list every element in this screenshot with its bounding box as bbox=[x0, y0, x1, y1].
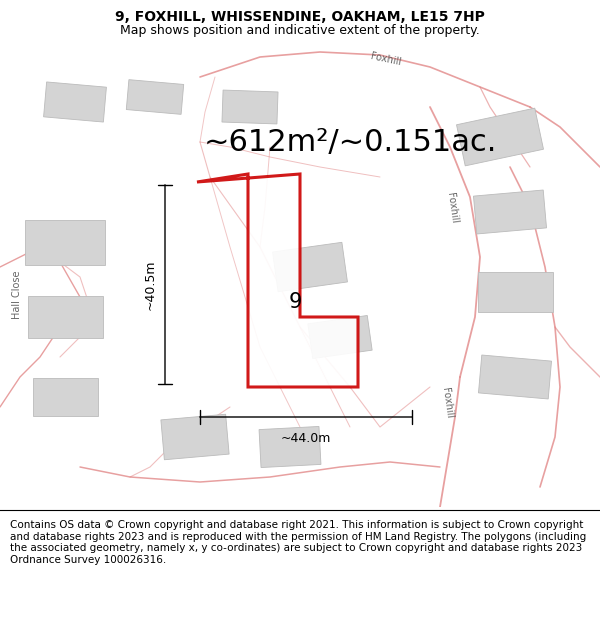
Text: ~40.5m: ~40.5m bbox=[144, 259, 157, 310]
Text: Contains OS data © Crown copyright and database right 2021. This information is : Contains OS data © Crown copyright and d… bbox=[10, 520, 586, 565]
Polygon shape bbox=[197, 174, 358, 387]
Text: Foxhill: Foxhill bbox=[370, 51, 403, 67]
Polygon shape bbox=[28, 296, 103, 338]
Polygon shape bbox=[222, 90, 278, 124]
Polygon shape bbox=[161, 414, 229, 460]
Text: ~612m²/~0.151ac.: ~612m²/~0.151ac. bbox=[203, 127, 497, 156]
Text: 9: 9 bbox=[289, 292, 302, 312]
Text: Map shows position and indicative extent of the property.: Map shows position and indicative extent… bbox=[120, 24, 480, 37]
Polygon shape bbox=[473, 190, 547, 234]
Polygon shape bbox=[272, 242, 347, 292]
Polygon shape bbox=[25, 219, 105, 264]
Polygon shape bbox=[478, 272, 553, 312]
Polygon shape bbox=[478, 355, 551, 399]
Text: Foxhill: Foxhill bbox=[440, 387, 454, 419]
Text: ~44.0m: ~44.0m bbox=[281, 432, 331, 445]
Text: Foxhill: Foxhill bbox=[445, 192, 459, 224]
Polygon shape bbox=[126, 79, 184, 114]
Polygon shape bbox=[259, 426, 321, 468]
Polygon shape bbox=[457, 108, 544, 166]
Text: 9, FOXHILL, WHISSENDINE, OAKHAM, LE15 7HP: 9, FOXHILL, WHISSENDINE, OAKHAM, LE15 7H… bbox=[115, 11, 485, 24]
Polygon shape bbox=[308, 316, 372, 359]
Text: Hall Close: Hall Close bbox=[12, 271, 22, 319]
Polygon shape bbox=[32, 378, 97, 416]
Polygon shape bbox=[44, 82, 106, 122]
